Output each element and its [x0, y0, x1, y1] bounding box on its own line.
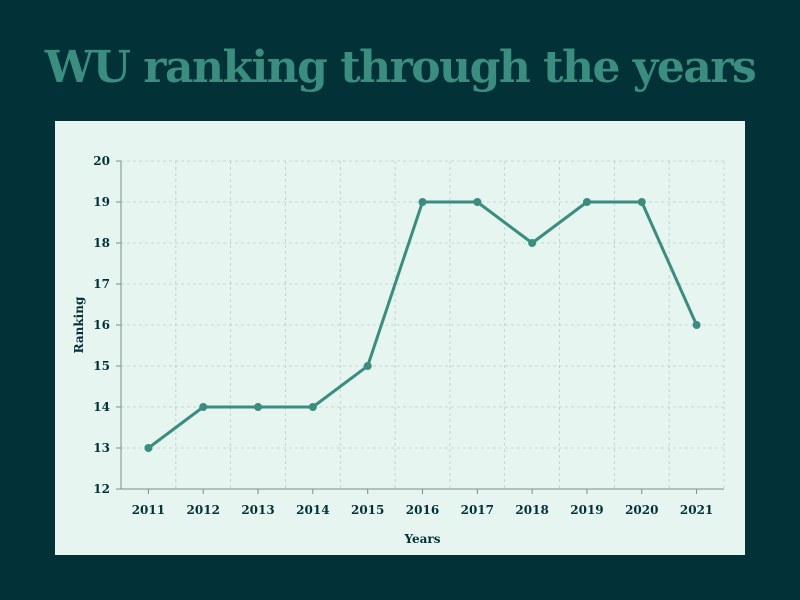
data-point — [418, 198, 427, 206]
data-point — [582, 198, 591, 206]
x-tick-label: 2021 — [680, 503, 713, 517]
x-tick-label: 2014 — [296, 503, 329, 517]
y-tick-label: 19 — [93, 195, 110, 209]
data-point — [692, 321, 701, 329]
chart-title: WU ranking through the years — [44, 42, 757, 93]
grid-layer — [121, 160, 725, 489]
x-tick-label: 2018 — [515, 503, 548, 517]
y-axis-title: Ranking — [72, 296, 86, 353]
x-tick-label: 2015 — [351, 503, 384, 517]
data-point — [637, 198, 646, 206]
data-point — [199, 403, 208, 411]
series-layer — [144, 198, 701, 452]
line-chart: 12 13 14 15 16 17 18 19 20 2011 2012 2013 2014 2015 20… — [72, 154, 725, 546]
x-tick-label: 2013 — [241, 503, 274, 517]
label-layer: 12 13 14 15 16 17 18 19 20 2011 2012 2013 2014 2015 20… — [72, 154, 713, 546]
y-tick-label: 17 — [93, 277, 110, 291]
x-tick-label: 2017 — [461, 503, 494, 517]
data-point — [528, 239, 537, 247]
y-tick-label: 16 — [93, 318, 110, 332]
x-axis-title: Years — [403, 532, 440, 546]
x-tick-label: 2020 — [625, 503, 658, 517]
y-tick-label: 13 — [93, 441, 110, 455]
x-tick-label: 2011 — [132, 503, 165, 517]
y-tick-label: 18 — [93, 236, 110, 250]
y-tick-label: 15 — [93, 359, 110, 373]
data-point — [363, 362, 372, 370]
y-tick-label: 14 — [93, 400, 110, 414]
axis-layer — [116, 160, 724, 494]
data-point — [144, 444, 153, 452]
data-point — [308, 403, 317, 411]
y-tick-label: 12 — [93, 482, 110, 496]
data-point — [473, 198, 482, 206]
x-tick-label: 2019 — [570, 503, 603, 517]
x-tick-label: 2012 — [187, 503, 220, 517]
data-point — [254, 403, 263, 411]
chart-panel: 12 13 14 15 16 17 18 19 20 2011 2012 2013 2014 2015 20… — [55, 121, 745, 555]
x-tick-label: 2016 — [406, 503, 439, 517]
y-tick-label: 20 — [93, 154, 110, 168]
